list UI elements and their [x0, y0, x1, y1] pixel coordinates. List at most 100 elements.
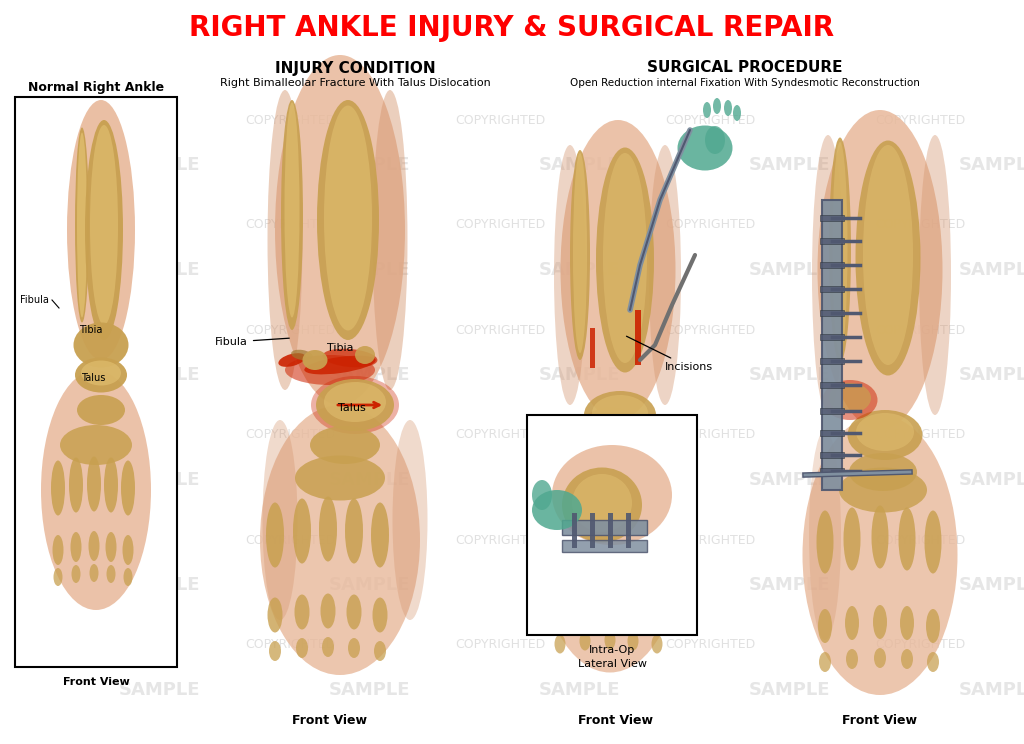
Ellipse shape: [371, 502, 389, 568]
Ellipse shape: [269, 641, 281, 661]
Ellipse shape: [579, 591, 592, 623]
Ellipse shape: [839, 467, 927, 513]
Text: COPYRIGHTED: COPYRIGHTED: [245, 638, 335, 652]
Bar: [15, 97, 177, 667]
Ellipse shape: [925, 510, 941, 574]
Ellipse shape: [74, 322, 128, 368]
Bar: [820, 382, 844, 388]
Text: Tibia: Tibia: [327, 343, 353, 353]
Ellipse shape: [874, 648, 886, 668]
Ellipse shape: [553, 420, 583, 620]
Ellipse shape: [295, 455, 385, 501]
Ellipse shape: [124, 568, 132, 586]
Bar: [820, 215, 844, 221]
Ellipse shape: [724, 100, 732, 116]
Text: SAMPLE: SAMPLE: [119, 471, 201, 489]
Ellipse shape: [873, 605, 887, 639]
Text: Right Bimalleolar Fracture With Talus Dislocation: Right Bimalleolar Fracture With Talus Di…: [219, 78, 490, 88]
Ellipse shape: [316, 379, 394, 431]
Text: RIGHT ANKLE INJURY & SURGICAL REPAIR: RIGHT ANKLE INJURY & SURGICAL REPAIR: [189, 14, 835, 42]
Ellipse shape: [678, 126, 732, 170]
Ellipse shape: [311, 376, 399, 434]
Bar: [608, 513, 613, 548]
Ellipse shape: [570, 150, 590, 360]
Ellipse shape: [900, 606, 914, 640]
Text: SAMPLE: SAMPLE: [959, 576, 1024, 594]
Ellipse shape: [580, 632, 591, 650]
Text: COPYRIGHTED: COPYRIGHTED: [455, 429, 545, 441]
Text: COPYRIGHTED: COPYRIGHTED: [455, 114, 545, 126]
Bar: [822, 200, 842, 490]
Ellipse shape: [75, 127, 89, 322]
Ellipse shape: [733, 105, 741, 121]
Ellipse shape: [77, 132, 87, 318]
Ellipse shape: [281, 100, 303, 330]
Text: Talus: Talus: [338, 403, 366, 413]
Text: COPYRIGHTED: COPYRIGHTED: [35, 638, 125, 652]
Ellipse shape: [52, 535, 63, 565]
Ellipse shape: [592, 395, 648, 431]
Text: SAMPLE: SAMPLE: [330, 471, 411, 489]
Ellipse shape: [855, 141, 921, 376]
Text: COPYRIGHTED: COPYRIGHTED: [874, 638, 966, 652]
Ellipse shape: [822, 380, 878, 420]
Text: COPYRIGHTED: COPYRIGHTED: [245, 533, 335, 547]
Ellipse shape: [67, 100, 135, 360]
Text: COPYRIGHTED: COPYRIGHTED: [455, 638, 545, 652]
Ellipse shape: [926, 609, 940, 643]
Ellipse shape: [302, 350, 328, 370]
Ellipse shape: [374, 641, 386, 661]
Ellipse shape: [560, 120, 676, 420]
Ellipse shape: [833, 142, 848, 354]
Ellipse shape: [106, 565, 116, 583]
Bar: [562, 540, 647, 552]
Text: COPYRIGHTED: COPYRIGHTED: [665, 114, 755, 126]
Bar: [820, 310, 844, 316]
Ellipse shape: [555, 635, 565, 653]
Ellipse shape: [596, 147, 654, 373]
Text: Normal Right Ankle: Normal Right Ankle: [28, 82, 164, 94]
Text: COPYRIGHTED: COPYRIGHTED: [665, 429, 755, 441]
Bar: [820, 334, 844, 340]
Text: COPYRIGHTED: COPYRIGHTED: [665, 219, 755, 231]
Text: COPYRIGHTED: COPYRIGHTED: [245, 114, 335, 126]
Ellipse shape: [803, 415, 957, 695]
Ellipse shape: [392, 420, 427, 620]
Ellipse shape: [829, 383, 871, 413]
Ellipse shape: [324, 106, 372, 330]
Text: Front View: Front View: [293, 713, 368, 726]
Text: COPYRIGHTED: COPYRIGHTED: [35, 114, 125, 126]
Ellipse shape: [285, 355, 375, 385]
Text: SAMPLE: SAMPLE: [750, 156, 830, 174]
Text: SAMPLE: SAMPLE: [540, 681, 621, 699]
Ellipse shape: [81, 361, 121, 385]
Bar: [820, 452, 844, 458]
Ellipse shape: [321, 594, 336, 629]
Ellipse shape: [123, 535, 133, 565]
Ellipse shape: [317, 100, 379, 340]
Text: Intra-Op
Lateral View: Intra-Op Lateral View: [578, 645, 646, 669]
Text: Fibula: Fibula: [215, 337, 289, 347]
Text: SAMPLE: SAMPLE: [750, 471, 830, 489]
Bar: [820, 358, 844, 364]
Ellipse shape: [87, 457, 101, 512]
Text: COPYRIGHTED: COPYRIGHTED: [455, 324, 545, 336]
Ellipse shape: [572, 474, 632, 532]
Text: SAMPLE: SAMPLE: [540, 471, 621, 489]
Ellipse shape: [51, 461, 65, 516]
Text: Talus: Talus: [81, 373, 105, 383]
Text: SAMPLE: SAMPLE: [750, 681, 830, 699]
Ellipse shape: [627, 591, 640, 623]
Ellipse shape: [267, 90, 302, 390]
Ellipse shape: [809, 430, 841, 640]
Text: SAMPLE: SAMPLE: [540, 366, 621, 384]
Ellipse shape: [295, 594, 309, 629]
Bar: [820, 468, 844, 474]
Text: SAMPLE: SAMPLE: [959, 681, 1024, 699]
Text: SAMPLE: SAMPLE: [330, 366, 411, 384]
Ellipse shape: [538, 408, 683, 673]
Text: SAMPLE: SAMPLE: [330, 576, 411, 594]
Bar: [572, 513, 577, 548]
Ellipse shape: [705, 126, 725, 154]
Text: INJURY CONDITION: INJURY CONDITION: [274, 60, 435, 75]
